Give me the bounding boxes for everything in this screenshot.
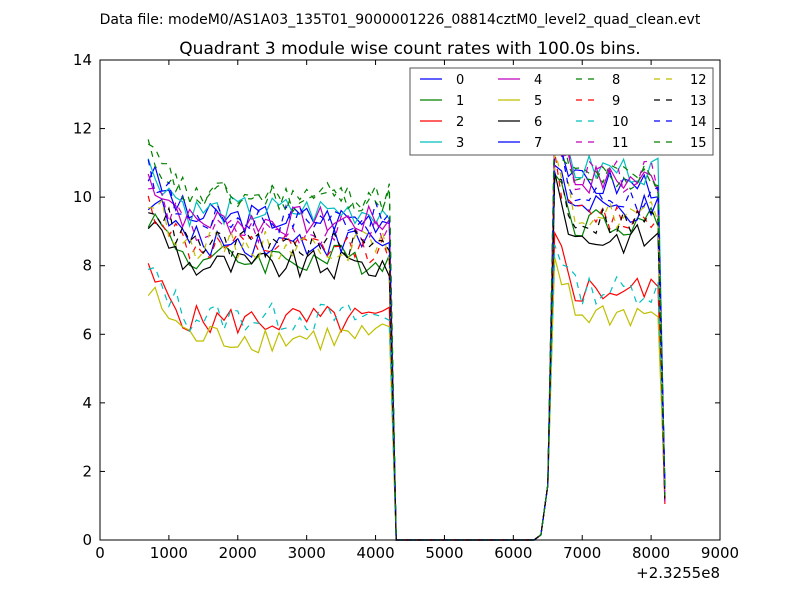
legend-label-6: 6 (534, 115, 542, 130)
x-tick-label: 1000 (150, 544, 188, 562)
legend-label-10: 10 (612, 115, 629, 130)
x-tick-label: 4000 (356, 544, 394, 562)
y-tick-label: 12 (73, 120, 92, 138)
y-tick-label: 0 (82, 531, 92, 549)
legend-label-14: 14 (690, 115, 707, 130)
y-tick-label: 14 (73, 51, 92, 69)
legend-label-7: 7 (534, 136, 542, 151)
legend-label-12: 12 (690, 73, 707, 88)
series-line-14 (147, 141, 666, 541)
x-offset-label: +2.3255e8 (636, 564, 720, 582)
x-tick-label: 6000 (494, 544, 532, 562)
legend-label-5: 5 (534, 94, 542, 109)
legend-label-2: 2 (456, 115, 464, 130)
legend-label-3: 3 (456, 136, 464, 151)
x-tick-label: 7000 (563, 544, 601, 562)
x-tick-label: 9000 (701, 544, 739, 562)
series-line-8 (147, 118, 666, 541)
suptitle: Data file: modeM0/AS1A03_135T01_90000012… (100, 12, 701, 28)
x-tick-label: 2000 (219, 544, 257, 562)
legend-label-8: 8 (612, 73, 620, 88)
x-tick-label: 5000 (425, 544, 463, 562)
axes-frame (99, 59, 721, 541)
y-tick-label: 4 (82, 394, 92, 412)
y-tick-label: 6 (82, 325, 92, 343)
legend-label-13: 13 (690, 94, 707, 109)
x-tick-label: 3000 (288, 544, 326, 562)
legend-label-0: 0 (456, 73, 464, 88)
x-tick-label: 0 (95, 544, 105, 562)
y-tick-label: 8 (82, 257, 92, 275)
axes: 0 1000 2000 3000 4000 5000 6000 7000 8000 9000 0 2 4… (73, 51, 739, 562)
series-line-12 (148, 149, 666, 541)
legend-label-15: 15 (690, 136, 707, 151)
legend-box (409, 67, 714, 156)
legend-label-11: 11 (612, 136, 629, 151)
legend-label-9: 9 (612, 94, 620, 109)
y-tick-label: 10 (73, 188, 92, 206)
y-tick-label: 2 (82, 462, 92, 480)
chart-title: Quadrant 3 module wise count rates with … (179, 39, 640, 59)
series-line-15 (147, 115, 666, 541)
x-tick-label: 8000 (632, 544, 670, 562)
legend-label-4: 4 (534, 73, 542, 88)
legend-label-1: 1 (456, 94, 464, 109)
